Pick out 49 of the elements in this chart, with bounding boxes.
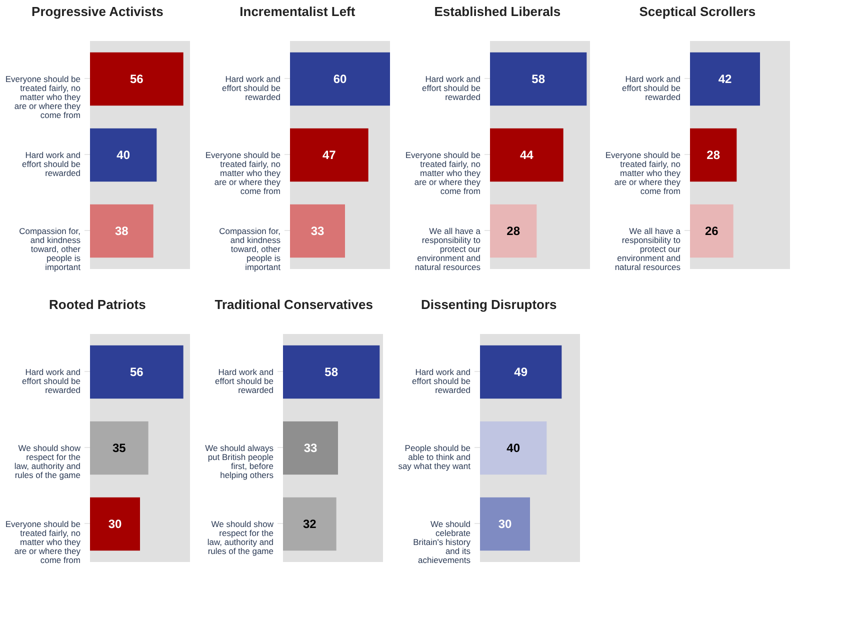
- data-label: 56: [130, 365, 144, 379]
- data-label: 58: [532, 72, 546, 86]
- y-tick-label: We should celebrate Britain's history and its achievements: [413, 519, 472, 565]
- chart-title: Incrementalist Left: [240, 4, 356, 19]
- y-tick-label: We all have a responsibility to protect our environment and natural resources: [414, 226, 481, 272]
- data-label: 42: [718, 72, 732, 86]
- data-label: 35: [112, 441, 126, 455]
- y-tick-label: Everyone should be treated fairly, no matter who they are or where they come from: [5, 74, 82, 120]
- chart-title: Rooted Patriots: [49, 297, 146, 312]
- y-tick-label: Compassion for, and kindness toward, other people is important: [19, 226, 82, 272]
- chart-title: Sceptical Scrollers: [639, 4, 756, 19]
- y-tick-label: People should be able to think and say what they want: [398, 443, 472, 471]
- data-label: 33: [304, 441, 318, 455]
- data-label: 38: [114, 224, 129, 238]
- chart-title: Dissenting Disruptors: [420, 297, 557, 312]
- y-tick-label: Hard work and effort should be rewarded: [422, 74, 481, 102]
- data-label: 47: [322, 148, 336, 162]
- y-tick-label: Hard work and effort should be rewarded: [215, 367, 274, 395]
- data-label: 26: [704, 224, 719, 238]
- y-tick-label: Hard work and effort should be rewarded: [22, 367, 81, 395]
- y-tick-label: Everyone should be treated fairly, no matter who they are or where they come from: [205, 150, 282, 196]
- data-label: 28: [506, 224, 520, 238]
- chart-title: Traditional Conservatives: [214, 297, 373, 312]
- y-tick-label: We should show respect for the law, authority and rules of the game: [207, 519, 274, 556]
- data-label: 30: [498, 517, 512, 531]
- data-label: 60: [333, 72, 347, 86]
- y-tick-label: Hard work and effort should be rewarded: [222, 74, 281, 102]
- chart-title: Established Liberals: [434, 4, 561, 19]
- y-tick-label: Compassion for, and kindness toward, other people is important: [219, 226, 282, 272]
- data-label: 28: [706, 148, 720, 162]
- y-tick-label: Everyone should be treated fairly, no matter who they are or where they come from: [5, 519, 82, 565]
- data-label: 30: [108, 517, 122, 531]
- y-tick-label: Everyone should be treated fairly, no matter who they are or where they come from: [405, 150, 482, 196]
- data-label: 44: [520, 148, 534, 162]
- data-label: 40: [116, 148, 130, 162]
- y-tick-label: We should show respect for the law, authority and rules of the game: [14, 443, 82, 480]
- y-tick-label: Hard work and effort should be rewarded: [412, 367, 471, 395]
- chart-title: Progressive Activists: [32, 4, 164, 19]
- y-tick-label: We all have a responsibility to protect our environment and natural resources: [614, 226, 681, 272]
- data-label: 56: [130, 72, 144, 86]
- data-label: 49: [514, 365, 528, 379]
- y-tick-label: We should always put British people first, before helping others: [205, 443, 274, 480]
- data-label: 40: [506, 441, 520, 455]
- y-tick-label: Hard work and effort should be rewarded: [622, 74, 681, 102]
- data-label: 58: [324, 365, 338, 379]
- y-tick-label: Everyone should be treated fairly, no matter who they are or where they come from: [605, 150, 682, 196]
- data-label: 32: [302, 517, 317, 531]
- y-tick-label: Hard work and effort should be rewarded: [22, 150, 81, 178]
- data-label: 33: [310, 224, 324, 238]
